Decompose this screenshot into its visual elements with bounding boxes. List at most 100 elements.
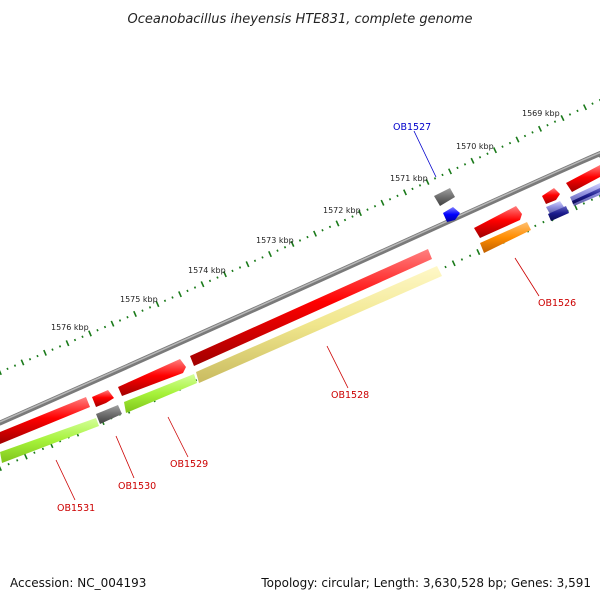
gene-navy[interactable] [572,188,600,204]
major-tick [403,189,407,196]
minor-tick [591,102,594,105]
gene-callouts [55,130,540,501]
gene-label-ob1529[interactable]: OB1529 [170,459,208,470]
minor-tick [306,235,309,239]
minor-tick [460,258,464,261]
minor-tick [171,296,174,299]
major-tick [470,157,475,164]
scale-tick-label: 1574 kbp [188,266,226,275]
minor-tick [13,364,17,367]
gene-green[interactable] [0,418,99,463]
minor-tick [186,289,189,293]
minor-tick [531,131,534,134]
minor-tick [28,358,32,361]
major-tick [380,199,385,206]
minor-tick [478,156,482,159]
minor-tick [396,194,399,198]
gene-blue[interactable] [443,207,460,222]
minor-tick [433,177,437,180]
gene-khaki[interactable] [196,266,442,383]
major-tick [537,125,543,132]
minor-tick [486,152,489,155]
minor-tick [501,145,504,148]
major-tick [492,147,498,154]
minor-tick [576,109,579,113]
minor-tick [444,265,447,269]
minor-tick [6,367,9,371]
major-tick [358,210,362,217]
minor-tick [41,447,45,451]
major-tick [425,178,430,185]
gene-red-arrow[interactable] [190,249,432,366]
major-tick [313,230,317,237]
minor-tick [163,299,167,303]
gene-label-ob1527[interactable]: OB1527 [393,122,431,133]
minor-tick [546,123,549,127]
minor-tick [216,276,219,279]
minor-tick [148,306,152,309]
gene-label-ob1531[interactable]: OB1531 [57,503,95,514]
minor-tick [73,338,77,342]
minor-tick [231,269,234,273]
minor-tick [568,113,572,116]
major-tick [178,291,182,298]
minor-tick [456,166,459,170]
major-tick [65,340,70,347]
gene-green[interactable] [124,374,197,413]
major-tick [582,104,588,111]
gene-red-arrow[interactable] [92,390,114,407]
minor-tick [298,239,302,242]
gene-red-arrow[interactable] [542,188,560,204]
scale-tick-label: 1575 kbp [120,295,158,304]
major-tick [448,168,452,175]
minor-tick [261,256,264,259]
minor-tick [208,279,212,283]
gene-red-arrow[interactable] [118,359,186,396]
minor-tick [276,249,279,252]
gene-orange[interactable] [480,222,531,253]
major-tick [290,240,295,247]
scale-tick-label: 1576 kbp [51,323,89,332]
minor-tick [103,325,107,329]
major-tick [245,261,250,268]
minor-tick [468,254,472,257]
gene-gray[interactable] [96,405,122,424]
minor-tick [7,462,10,466]
gene-label-ob1530[interactable]: OB1530 [118,481,156,492]
scale-tick-label: 1572 kbp [323,206,361,215]
gene-gray[interactable] [434,188,455,206]
minor-tick [118,319,122,322]
minor-tick [16,459,19,462]
gene-red-arrow[interactable] [474,206,522,238]
forward-genes [0,165,600,444]
genome-summary-text: Topology: circular; Length: 3,630,528 bp… [261,576,591,590]
minor-tick [81,335,84,338]
minor-tick [523,134,527,138]
gene-navy[interactable] [548,206,569,221]
minor-tick [96,329,99,332]
gene-red-arrow[interactable] [0,397,90,444]
minor-tick [58,345,62,348]
genome-backbone [0,150,600,426]
major-tick [88,330,92,337]
accession-text: Accession: NC_004193 [10,576,147,590]
minor-tick [33,451,36,454]
major-tick [0,466,2,472]
minor-tick [542,220,545,224]
major-tick [335,220,340,227]
major-tick [133,310,137,318]
minor-tick [590,198,594,201]
minor-tick [411,187,414,191]
minor-tick [373,204,377,208]
gene-label-ob1526[interactable]: OB1526 [538,298,576,309]
minor-tick [126,315,129,319]
gene-light-blue[interactable] [546,201,564,214]
major-tick [223,271,227,278]
minor-tick [366,208,369,211]
major-tick [43,349,47,356]
gene-label-ob1528[interactable]: OB1528 [331,390,369,401]
scale-tick-label: 1571 kbp [390,174,428,183]
gene-red-arrow[interactable] [566,165,600,192]
minor-tick [441,173,444,177]
